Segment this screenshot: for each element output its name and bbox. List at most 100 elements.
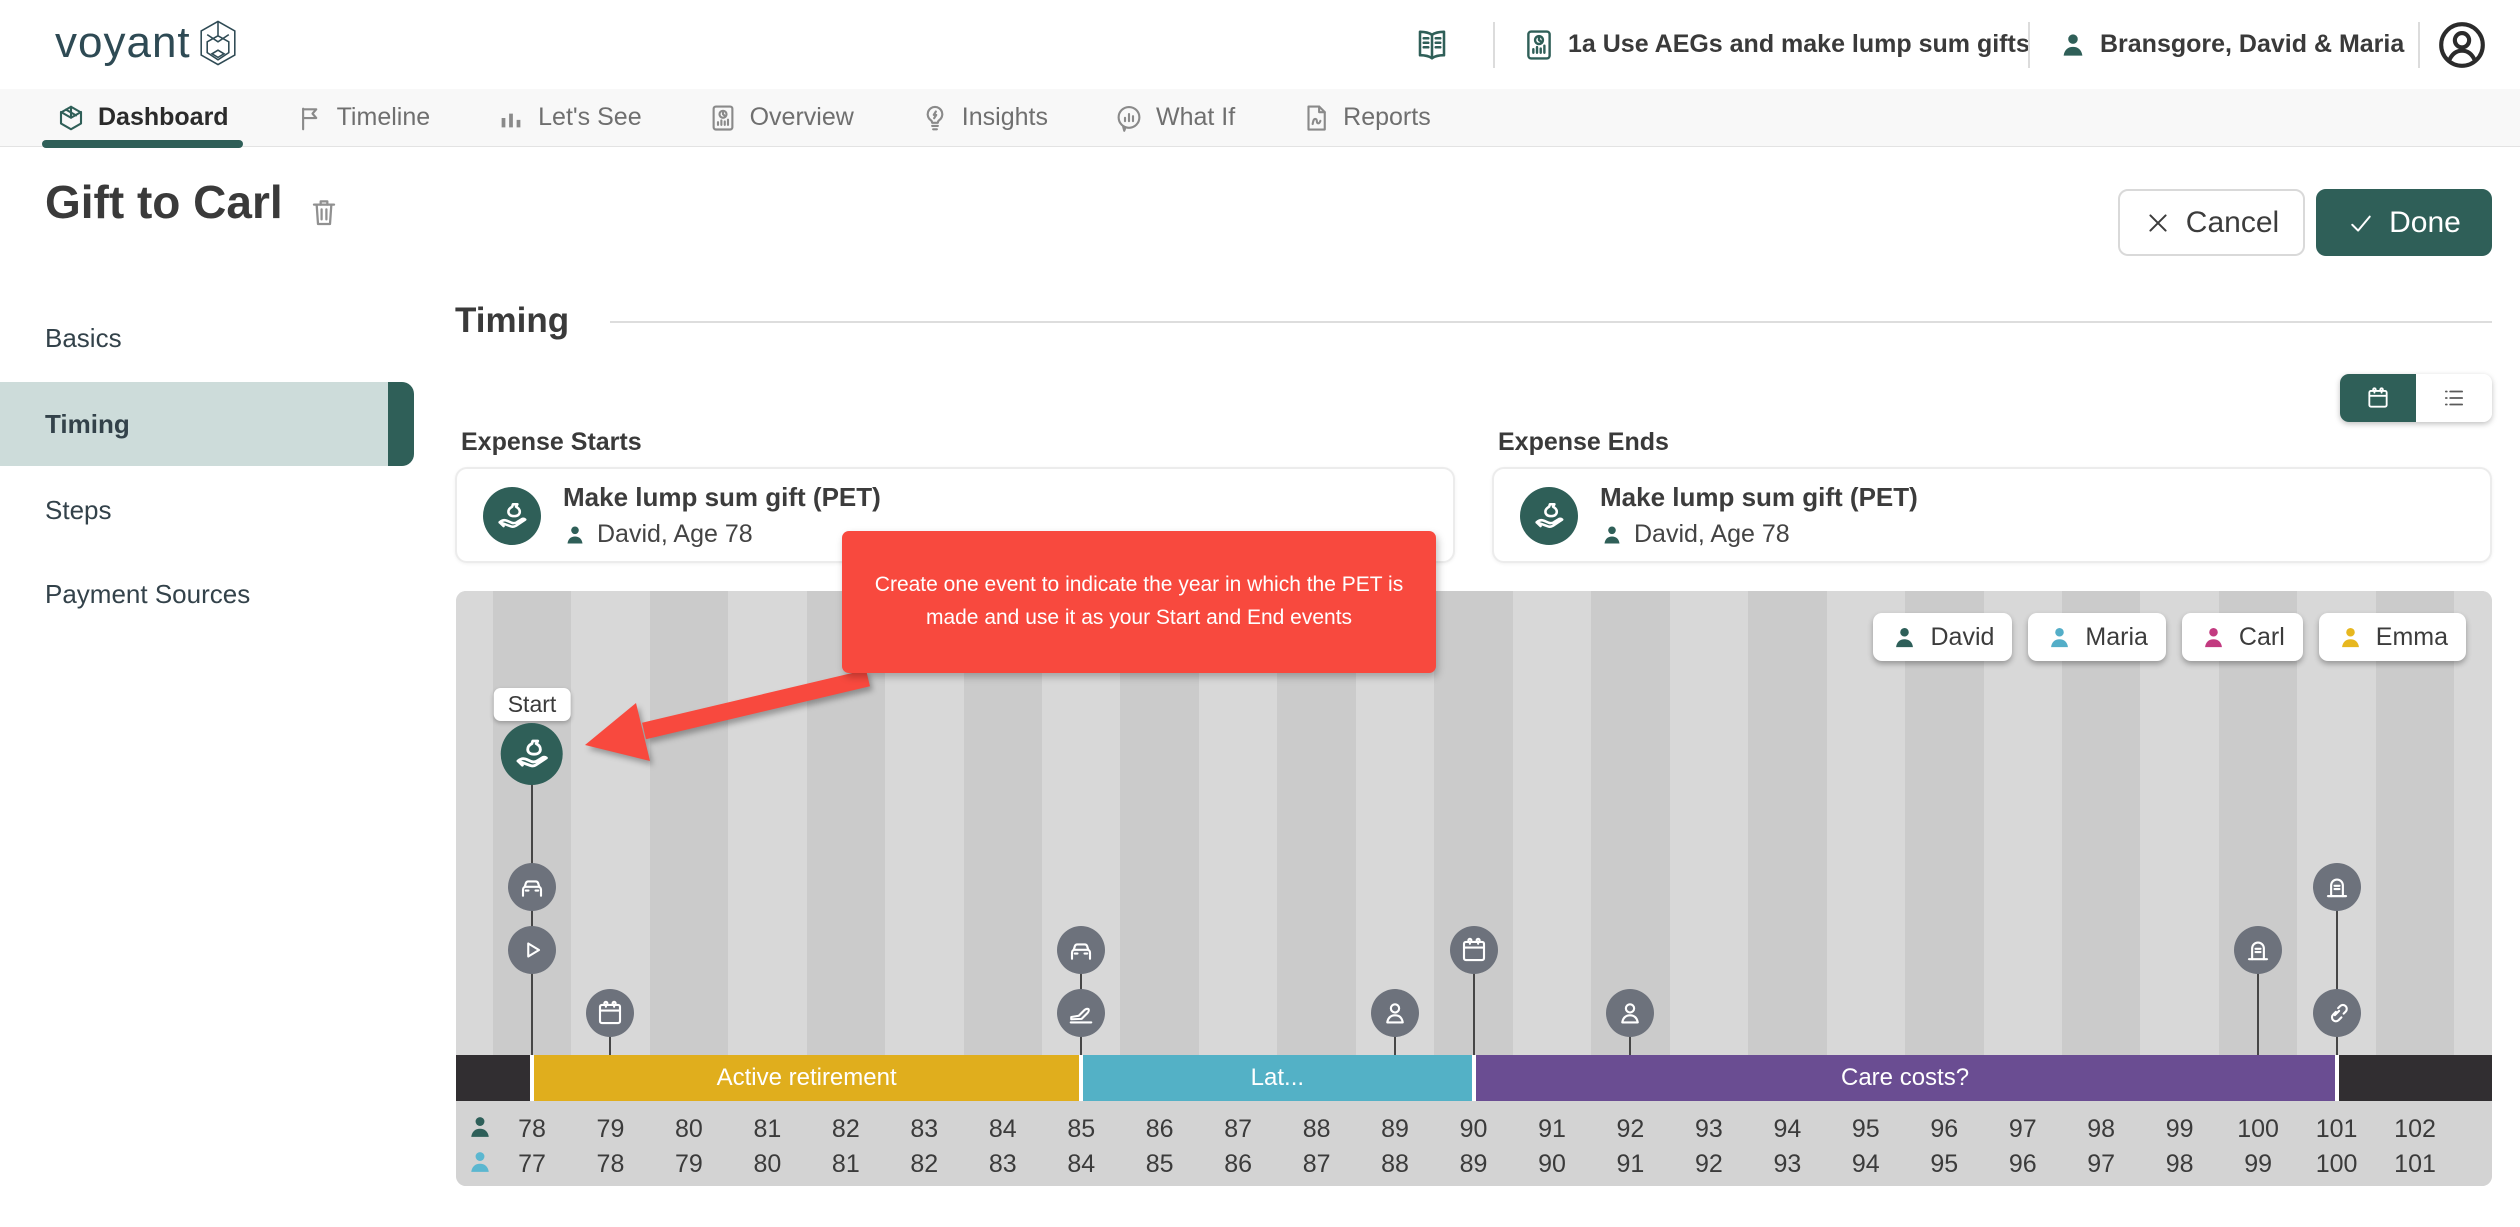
plan-selector[interactable]: 1a Use AEGs and make lump sum gifts — [1522, 0, 2030, 89]
phase-band-label: Care costs? — [1841, 1064, 1970, 1091]
plan-name: 1a Use AEGs and make lump sum gifts — [1568, 30, 2030, 58]
age-tick: 101 — [2315, 1115, 2358, 1143]
age-axis: 78 79 80 81 82 83 84 85 86 87 88 89 90 91 92 93 94 95 96 97… — [456, 1101, 2492, 1186]
gift-hand-icon — [512, 734, 552, 774]
phase-band-lat: Lat... — [1083, 1055, 1472, 1101]
client-person-icon — [2058, 30, 2088, 60]
tab-timeline[interactable]: Timeline — [281, 89, 445, 147]
year-column — [571, 591, 650, 1055]
close-icon — [2144, 209, 2172, 237]
done-button[interactable]: Done — [2316, 189, 2492, 256]
sidebar-item-payment-sources[interactable]: Payment Sources — [0, 556, 404, 632]
timeline-event-calendar[interactable] — [1449, 926, 1498, 974]
expense-ends-label: Expense Ends — [1498, 428, 1669, 456]
tab-insights[interactable]: Insights — [906, 89, 1062, 147]
legend-person-maria[interactable]: Maria — [2028, 613, 2166, 661]
age-tick: 84 — [1067, 1150, 1096, 1178]
tab-label: Reports — [1343, 103, 1431, 131]
client-selector[interactable]: Bransgore, David & Maria — [2058, 0, 2404, 89]
list-view-button[interactable] — [2416, 374, 2492, 422]
tab-reports[interactable]: Reports — [1287, 89, 1445, 147]
end-event-person: David, Age 78 — [1634, 520, 1790, 548]
cancel-button[interactable]: Cancel — [2118, 189, 2305, 256]
calendar-view-button[interactable] — [2340, 374, 2416, 422]
age-tick: 82 — [831, 1115, 860, 1143]
tooltip-line-2: made and use it as your Start and End ev… — [925, 606, 1353, 629]
phase-band-label: Active retirement — [716, 1064, 897, 1091]
timeline-event-headstone[interactable] — [2312, 863, 2361, 911]
person-icon — [563, 523, 587, 547]
sidebar-item-timing[interactable]: Timing — [0, 382, 414, 466]
tab-what-if[interactable]: What If — [1100, 89, 1249, 147]
calendar-icon — [595, 998, 625, 1028]
tab-overview[interactable]: Overview — [694, 89, 868, 147]
life-phase-bands: Active retirement Lat... Care costs? — [456, 1055, 2492, 1101]
age-tick: 85 — [1067, 1115, 1096, 1143]
start-event-marker[interactable]: Start — [493, 688, 571, 785]
timeline-event-person[interactable] — [1606, 989, 1655, 1037]
timeline-event-person[interactable] — [1371, 989, 1420, 1037]
cube-icon — [56, 103, 86, 133]
person-icon — [2337, 624, 2364, 651]
year-column — [649, 591, 729, 1055]
age-tick: 95 — [1930, 1150, 1959, 1178]
timeline-event-car[interactable] — [1057, 926, 1106, 974]
tab-dashboard[interactable]: Dashboard — [42, 89, 243, 148]
chat-chart-icon — [1114, 103, 1144, 133]
age-tick: 98 — [2087, 1115, 2116, 1143]
year-column — [1905, 591, 1984, 1055]
end-event-title: Make lump sum gift (PET) — [1600, 482, 1918, 512]
account-icon[interactable] — [2436, 19, 2488, 71]
legend-person-emma[interactable]: Emma — [2318, 613, 2466, 661]
done-label: Done — [2389, 205, 2461, 239]
age-tick: 78 — [596, 1150, 625, 1178]
tab-label: Insights — [961, 103, 1048, 131]
calendar-icon — [2365, 385, 2391, 411]
timeline-event-plane[interactable] — [1057, 989, 1106, 1037]
app-header: voyant 1a Use AEGs and make lump sum gif… — [0, 0, 2520, 90]
age-tick: 92 — [1616, 1115, 1645, 1143]
timing-view-toggle — [2340, 374, 2492, 422]
sidebar-item-label: Basics — [45, 322, 122, 353]
delete-expense-icon[interactable] — [308, 196, 340, 228]
timeline-event-link[interactable] — [2312, 989, 2361, 1037]
phase-band-label: Lat... — [1250, 1064, 1305, 1091]
page-title: Gift to Carl — [45, 176, 283, 228]
plan-book-icon[interactable] — [1414, 27, 1450, 63]
year-column — [1669, 591, 1749, 1055]
age-tick: 80 — [675, 1115, 703, 1143]
bars-icon — [496, 103, 526, 133]
play-icon — [517, 935, 547, 965]
legend-person-carl[interactable]: Carl — [2181, 613, 2303, 661]
age-tick: 92 — [1694, 1150, 1723, 1178]
phase-band-active-retirement: Active retirement — [534, 1055, 1080, 1101]
sidebar-item-basics[interactable]: Basics — [0, 300, 404, 376]
doc-report-icon — [1301, 103, 1331, 133]
age-tick: 90 — [1459, 1115, 1488, 1143]
gift-event-badge — [1520, 487, 1578, 545]
tab-label: Overview — [749, 103, 854, 131]
legend-person-david[interactable]: David — [1873, 613, 2013, 661]
age-tick: 83 — [910, 1115, 939, 1143]
maria-axis-person-icon — [466, 1148, 494, 1176]
plan-doc-icon — [1522, 28, 1556, 62]
timeline-event-headstone[interactable] — [2234, 926, 2283, 974]
timeline-event-play[interactable] — [508, 926, 556, 974]
sidebar-item-steps[interactable]: Steps — [0, 472, 404, 548]
tab-let-s-see[interactable]: Let's See — [482, 89, 655, 147]
timeline-event-calendar[interactable] — [586, 989, 635, 1037]
age-tick: 84 — [988, 1115, 1017, 1143]
tab-label: Let's See — [538, 103, 642, 131]
start-gift-marker[interactable] — [500, 723, 563, 785]
year-column — [1512, 591, 1592, 1055]
person-icon — [1891, 624, 1918, 651]
year-column — [2454, 591, 2492, 1055]
voyant-logo[interactable]: voyant — [55, 18, 239, 68]
expense-ends-card[interactable]: Make lump sum gift (PET) David, Age 78 — [1492, 467, 2492, 563]
sidebar-item-label: Steps — [45, 494, 112, 525]
age-tick: 98 — [2165, 1150, 2194, 1178]
expense-starts-label: Expense Starts — [461, 428, 642, 456]
timeline-event-car[interactable] — [508, 863, 556, 911]
age-tick: 99 — [2165, 1115, 2194, 1143]
